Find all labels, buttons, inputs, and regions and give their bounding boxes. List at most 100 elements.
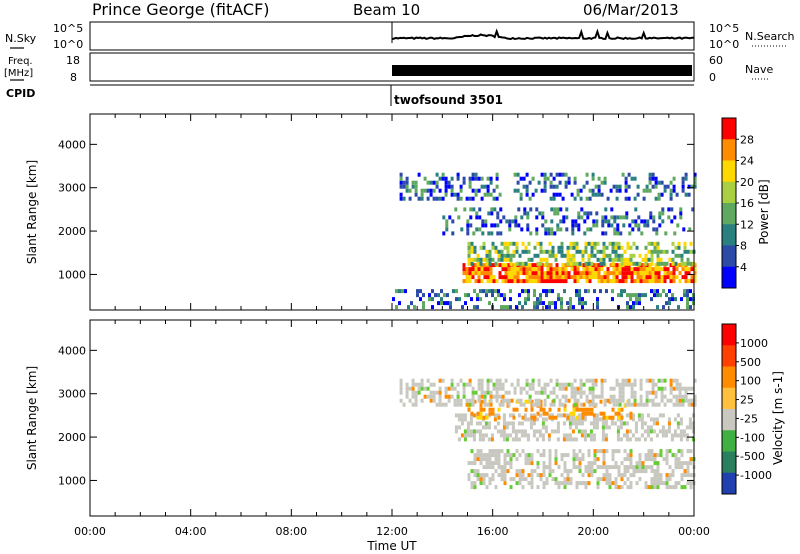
echo-cell	[496, 215, 500, 220]
echo-cell	[512, 407, 516, 412]
echo-cell	[640, 433, 644, 438]
echo-cell	[491, 449, 495, 454]
echo-cell	[501, 263, 505, 268]
echo-cell	[659, 477, 663, 482]
echo-cell	[656, 257, 660, 262]
echo-cell	[648, 267, 652, 272]
echo-cell	[414, 394, 418, 399]
echo-cell	[566, 453, 570, 458]
echo-cell	[572, 461, 576, 466]
echo-cell	[587, 481, 591, 486]
echo-cell	[420, 382, 424, 387]
echo-cell	[676, 223, 680, 228]
echo-cell	[501, 275, 505, 280]
echo-cell	[426, 188, 430, 193]
echo-cell	[509, 253, 513, 258]
echo-cell	[579, 271, 583, 276]
echo-cell	[526, 417, 530, 422]
echo-cell	[620, 485, 624, 490]
nsky-trace	[391, 28, 694, 41]
echo-cell	[520, 215, 524, 220]
echo-cell	[533, 469, 537, 474]
time-axis: 00:00 04:00 08:00 12:00 16:00 20:00 00:00	[74, 525, 710, 538]
echo-cell	[644, 469, 648, 474]
echo-cell	[602, 449, 606, 454]
echo-cell	[449, 305, 452, 310]
echo-cell	[646, 433, 650, 438]
echo-cell	[456, 402, 460, 407]
echo-cell	[510, 271, 514, 276]
echo-cell	[459, 184, 463, 189]
echo-cell	[441, 196, 445, 201]
echo-cell	[678, 394, 682, 399]
echo-cell	[641, 465, 645, 470]
echo-cell	[494, 297, 497, 302]
echo-cell	[488, 261, 492, 266]
echo-cell	[651, 172, 655, 177]
echo-cell	[623, 257, 627, 262]
echo-cell	[552, 279, 556, 284]
echo-cell	[537, 390, 541, 395]
echo-cell	[612, 275, 616, 280]
echo-cell	[508, 421, 512, 426]
echo-cell	[552, 402, 556, 407]
echo-cell	[593, 457, 597, 462]
echo-cell	[562, 219, 566, 224]
echo-cell	[593, 461, 597, 466]
echo-cell	[511, 421, 515, 426]
echo-cell	[587, 407, 591, 412]
echo-cell	[539, 249, 543, 254]
echo-cell	[651, 271, 655, 276]
echo-cell	[526, 433, 530, 438]
echo-cell	[503, 305, 506, 310]
echo-cell	[565, 227, 569, 232]
echo-cell	[646, 429, 650, 434]
echo-cell	[498, 271, 502, 276]
echo-cell	[684, 172, 688, 177]
echo-cell	[581, 473, 585, 478]
echo-cell	[679, 207, 683, 212]
echo-cell	[669, 378, 673, 383]
echo-cell	[648, 275, 652, 280]
echo-cell	[585, 172, 589, 177]
echo-cell	[680, 253, 684, 258]
echo-cell	[521, 261, 525, 266]
echo-cell	[536, 411, 540, 416]
echo-cell	[645, 390, 649, 395]
echo-cell	[677, 465, 681, 470]
echo-cell	[593, 449, 597, 454]
echo-cell	[440, 289, 443, 294]
echo-cell	[641, 469, 645, 474]
echo-cell	[689, 241, 693, 246]
echo-cell	[517, 421, 521, 426]
echo-cell	[611, 245, 615, 250]
echo-cell	[594, 192, 598, 197]
echo-cell	[663, 267, 667, 272]
echo-cell	[399, 184, 403, 189]
echo-cell	[500, 249, 504, 254]
echo-cell	[474, 279, 478, 284]
echo-cell	[593, 453, 597, 458]
echo-cell	[560, 473, 564, 478]
echo-cell	[476, 411, 480, 416]
echo-cell	[654, 275, 658, 280]
echo-cell	[676, 425, 680, 430]
echo-cell	[454, 429, 458, 434]
echo-cell	[590, 241, 594, 246]
echo-cell	[614, 411, 618, 416]
echo-cell	[560, 245, 564, 250]
echo-cell	[545, 477, 549, 482]
echo-cell	[671, 249, 675, 254]
echo-cell	[597, 176, 601, 181]
echo-cell	[488, 453, 492, 458]
echo-cell	[556, 429, 560, 434]
echo-cell	[687, 192, 691, 197]
echo-cell	[644, 457, 648, 462]
echo-cell	[482, 465, 486, 470]
echo-cell	[681, 184, 685, 189]
echo-cell	[572, 465, 576, 470]
echo-cell	[628, 437, 632, 442]
echo-cell	[684, 394, 688, 399]
echo-cell	[690, 184, 694, 189]
echo-cell	[466, 223, 470, 228]
